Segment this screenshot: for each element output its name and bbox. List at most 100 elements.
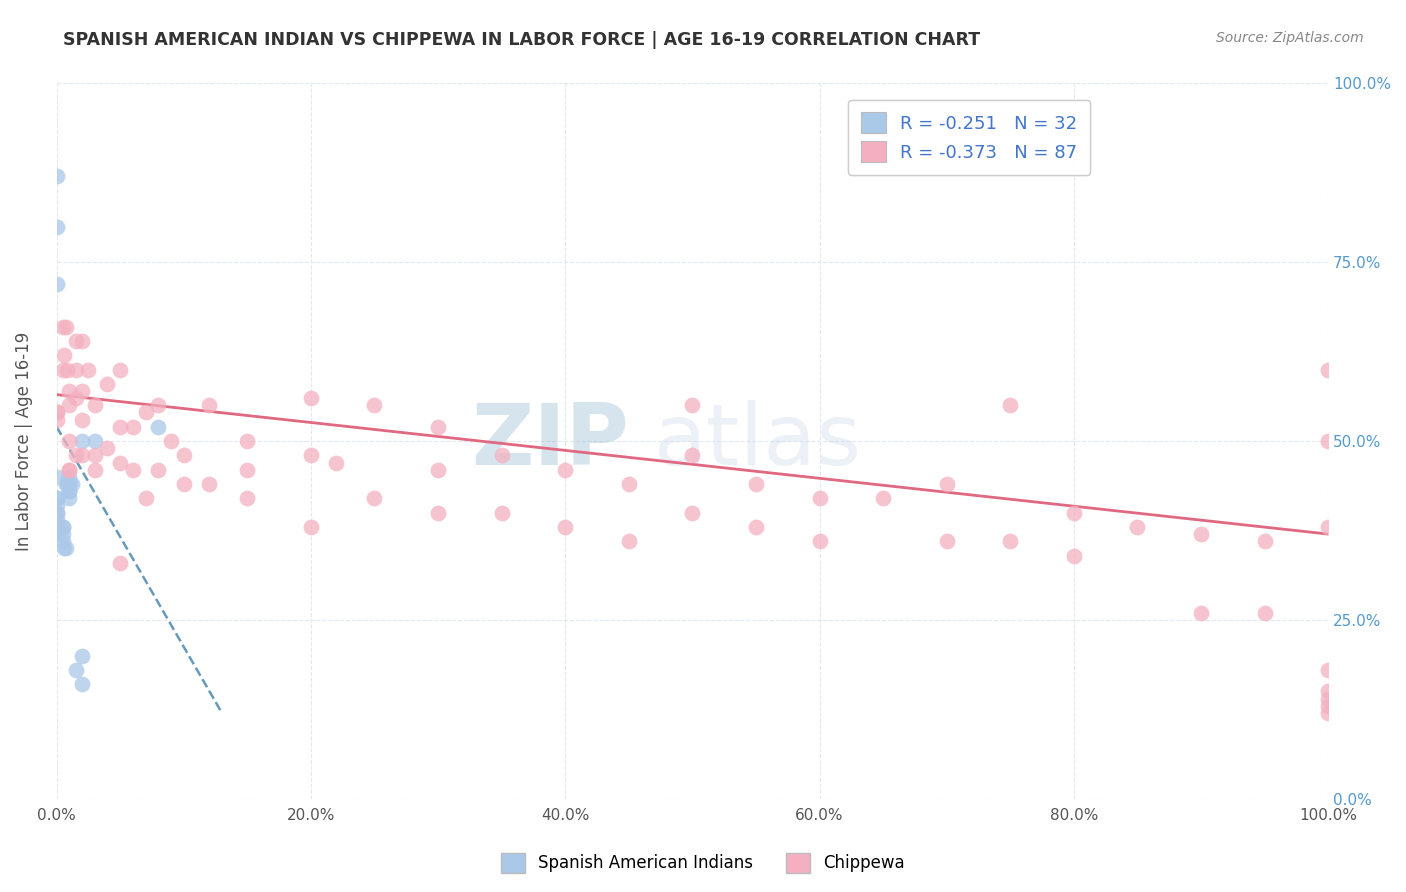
Text: atlas: atlas (654, 400, 862, 483)
Point (617, 477, 640, 491)
Point (935, 534, 957, 549)
Point (58, 491, 80, 506)
Point (554, 463, 576, 477)
Point (108, 556, 131, 570)
Point (96, 376, 118, 391)
Point (427, 506, 450, 520)
Point (70, 384, 93, 398)
Point (148, 419, 170, 434)
Point (122, 463, 145, 477)
Point (52, 520, 75, 534)
Point (45, 506, 67, 520)
Point (554, 520, 576, 534)
Point (58, 477, 80, 491)
Point (70, 434, 93, 449)
Point (55, 319, 77, 334)
Point (58, 470, 80, 484)
Point (52, 527, 75, 541)
Point (122, 419, 145, 434)
Point (70, 412, 93, 426)
Point (52, 362, 75, 376)
Point (872, 491, 894, 506)
Text: ZIP: ZIP (471, 400, 628, 483)
Point (135, 491, 157, 506)
Point (83, 434, 105, 449)
Point (135, 405, 157, 419)
Point (1317, 698, 1340, 713)
Point (45, 506, 67, 520)
Point (491, 449, 513, 463)
Point (198, 398, 221, 412)
Point (55, 477, 77, 491)
Point (65, 391, 87, 405)
Point (65, 449, 87, 463)
Point (70, 449, 93, 463)
Point (1317, 434, 1340, 449)
Point (935, 477, 957, 491)
Point (1126, 520, 1149, 534)
Point (1253, 606, 1275, 620)
Point (83, 449, 105, 463)
Point (236, 434, 259, 449)
Point (108, 362, 131, 376)
Point (65, 663, 87, 677)
Point (808, 534, 831, 549)
Point (808, 491, 831, 506)
Point (58, 434, 80, 449)
Point (83, 463, 105, 477)
Point (173, 477, 195, 491)
Point (45, 499, 67, 513)
Point (1189, 527, 1212, 541)
Point (108, 419, 131, 434)
Point (1253, 534, 1275, 549)
Point (617, 534, 640, 549)
Point (745, 520, 768, 534)
Point (60, 477, 83, 491)
Point (45, 169, 67, 184)
Point (148, 463, 170, 477)
Point (58, 384, 80, 398)
Point (236, 463, 259, 477)
Point (96, 442, 118, 456)
Point (1317, 706, 1340, 720)
Point (1000, 534, 1022, 549)
Point (427, 463, 450, 477)
Point (363, 491, 385, 506)
Point (52, 520, 75, 534)
Point (491, 506, 513, 520)
Point (45, 527, 67, 541)
Point (58, 463, 80, 477)
Point (53, 348, 76, 362)
Point (1317, 663, 1340, 677)
Text: Source: ZipAtlas.com: Source: ZipAtlas.com (1216, 31, 1364, 45)
Point (325, 456, 347, 470)
Point (83, 398, 105, 412)
Point (65, 362, 87, 376)
Point (52, 534, 75, 549)
Point (1063, 549, 1085, 563)
Point (70, 648, 93, 663)
Text: SPANISH AMERICAN INDIAN VS CHIPPEWA IN LABOR FORCE | AGE 16-19 CORRELATION CHART: SPANISH AMERICAN INDIAN VS CHIPPEWA IN L… (63, 31, 980, 49)
Point (1063, 506, 1085, 520)
Point (236, 491, 259, 506)
Point (299, 449, 322, 463)
Point (45, 491, 67, 506)
Point (70, 677, 93, 691)
Point (58, 484, 80, 499)
Point (45, 470, 67, 484)
Point (198, 477, 221, 491)
Point (681, 398, 703, 412)
Point (45, 277, 67, 291)
Y-axis label: In Labor Force | Age 16-19: In Labor Force | Age 16-19 (15, 332, 32, 550)
Point (173, 449, 195, 463)
Point (45, 405, 67, 419)
Point (45, 412, 67, 426)
Point (55, 541, 77, 556)
Point (363, 398, 385, 412)
Point (160, 434, 183, 449)
Point (45, 405, 67, 419)
Point (1317, 520, 1340, 534)
Point (681, 449, 703, 463)
Point (55, 477, 77, 491)
Point (58, 477, 80, 491)
